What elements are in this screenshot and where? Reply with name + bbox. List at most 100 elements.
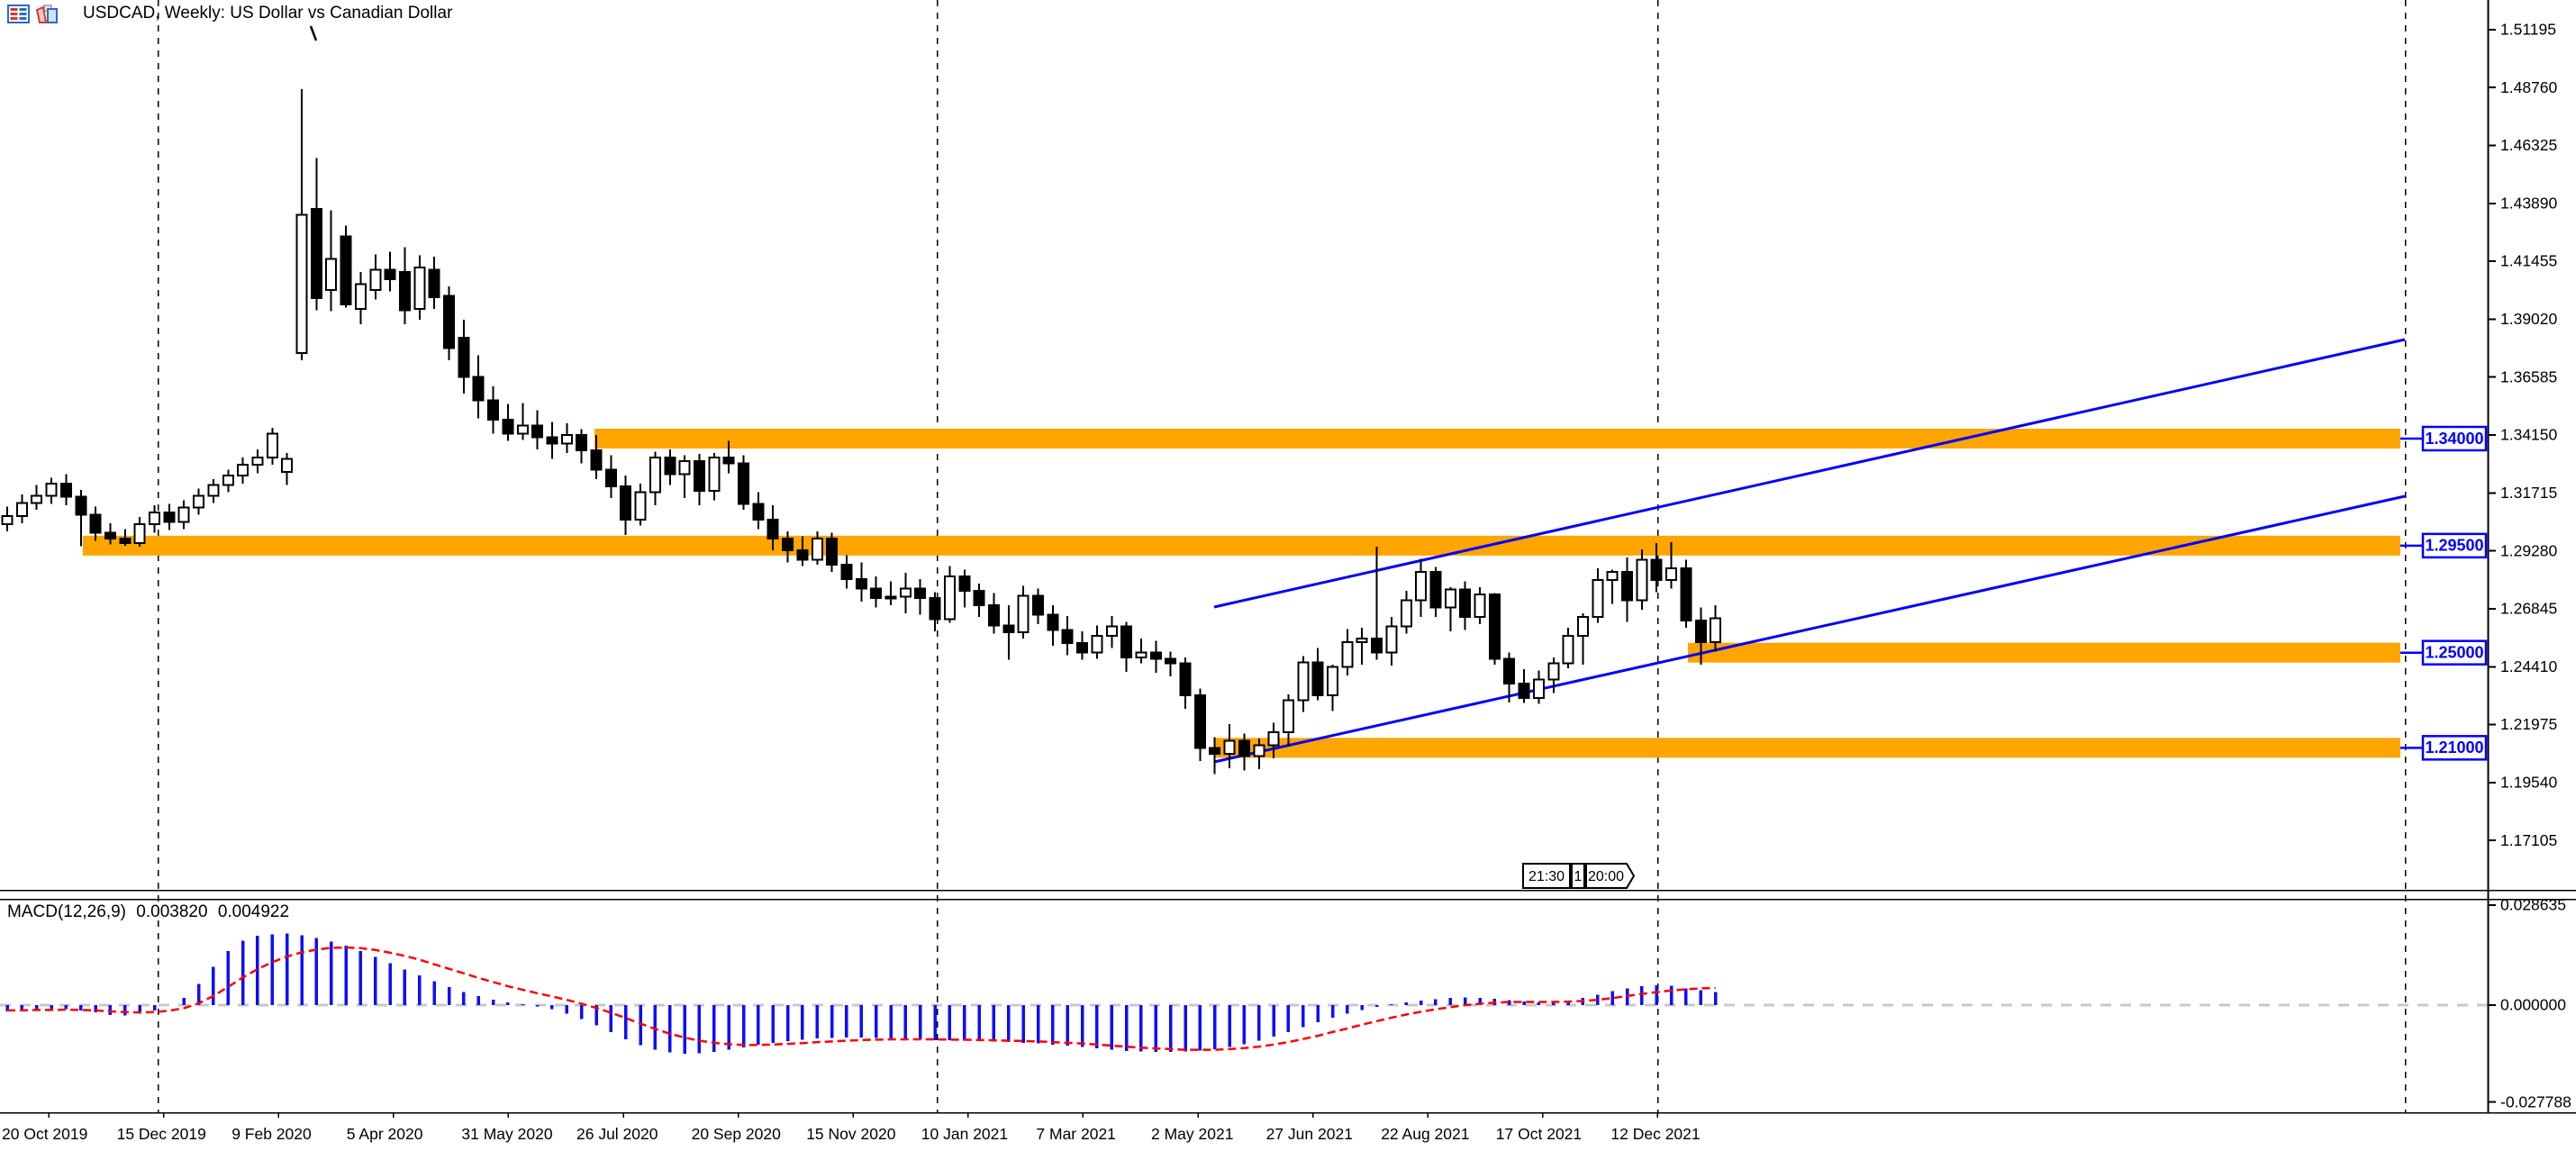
candle <box>1665 566 1678 582</box>
candle <box>295 213 308 354</box>
candle <box>1 514 14 526</box>
price-band-1.21000[interactable] <box>1214 738 2400 758</box>
supply-demand-bands[interactable] <box>83 429 2400 758</box>
candle <box>708 457 721 493</box>
candle <box>75 495 87 516</box>
candle <box>987 603 1000 627</box>
candle <box>1532 678 1545 699</box>
trendline-lower[interactable] <box>1213 494 2406 764</box>
time-axis-label: 27 Jun 2021 <box>1266 1125 1353 1143</box>
candle <box>576 434 588 452</box>
price-band-1.29500[interactable] <box>83 535 2400 556</box>
candle <box>1105 625 1118 638</box>
price-axis-label: 1.41455 <box>2500 252 2557 270</box>
candle <box>1238 739 1250 757</box>
svg-text:21:30: 21:30 <box>1528 869 1565 884</box>
candle <box>119 537 132 545</box>
time-axis-label: 31 May 2020 <box>461 1125 552 1143</box>
candle <box>1032 594 1044 616</box>
candle <box>1223 739 1236 755</box>
session-flag-start <box>1522 863 1571 889</box>
candle <box>1371 637 1383 654</box>
trendline-channel[interactable] <box>1213 338 2406 764</box>
mouse-cursor <box>309 25 318 41</box>
time-axis-label: 7 Mar 2021 <box>1036 1125 1116 1143</box>
time-axis-label: 5 Apr 2020 <box>347 1125 423 1143</box>
candle <box>1356 637 1368 643</box>
candle <box>1710 617 1722 643</box>
candle <box>1267 731 1280 747</box>
candle <box>1503 657 1516 685</box>
candle <box>1547 662 1560 681</box>
candle <box>782 537 794 552</box>
candle <box>546 436 558 445</box>
candle <box>1592 579 1604 619</box>
chart-pages-icon[interactable] <box>36 5 59 23</box>
macd-histogram <box>5 933 1718 1054</box>
macd-axis-label: 0.000000 <box>2500 996 2566 1014</box>
candle <box>1311 661 1324 697</box>
macd-signal-line <box>7 946 1716 1051</box>
candle <box>664 457 676 476</box>
indicator-list-icon[interactable] <box>7 5 30 23</box>
price-level-box[interactable] <box>2421 639 2488 666</box>
candle <box>1576 616 1589 638</box>
candle <box>1621 570 1633 602</box>
price-axis-label: 1.24410 <box>2500 657 2558 675</box>
session-flag-markers: 21:30 1 20:00 <box>1522 863 1636 889</box>
price-axis-label: 1.48760 <box>2500 78 2558 96</box>
candle <box>1149 651 1162 660</box>
time-axis-label: 22 Aug 2021 <box>1381 1125 1469 1143</box>
svg-text:1: 1 <box>1574 869 1583 884</box>
price-level-box[interactable] <box>2421 425 2488 452</box>
candle <box>531 424 544 439</box>
candle <box>1327 666 1338 697</box>
candle <box>693 460 705 493</box>
time-axis-label: 10 Jan 2021 <box>921 1125 1008 1143</box>
candle <box>487 399 500 421</box>
price-band-1.34000[interactable] <box>594 429 2400 449</box>
candle <box>899 587 912 598</box>
candle <box>766 518 779 539</box>
candle <box>1562 635 1574 665</box>
candle <box>738 462 749 505</box>
macd-signal-value: 0.004922 <box>217 902 290 921</box>
macd-axis-label: -0.027788 <box>2500 1092 2571 1110</box>
candle <box>222 474 234 486</box>
macd-name: MACD(12,26,9) <box>7 902 126 921</box>
candle <box>560 434 573 445</box>
time-axis-label: 15 Dec 2019 <box>117 1125 206 1143</box>
time-axis: 20 Oct 2019 15 Dec 2019 9 Feb 2020 5 Apr 20… <box>2 1112 1701 1143</box>
candle <box>15 502 28 517</box>
candle <box>193 494 205 509</box>
price-level-value: 1.25000 <box>2425 643 2483 661</box>
candle <box>281 458 294 473</box>
candle <box>1341 640 1354 668</box>
candle <box>384 268 396 281</box>
price-band-1.25000[interactable] <box>1688 642 2400 663</box>
candle <box>458 336 470 378</box>
candle <box>752 503 765 521</box>
candle <box>266 432 278 459</box>
candle <box>502 418 514 435</box>
price-level-box[interactable] <box>2421 735 2488 761</box>
candle <box>1209 747 1221 755</box>
horizontal-level-labels[interactable]: 1.34000 1.29500 1.25000 1.21000 <box>2400 425 2488 761</box>
candle <box>1017 594 1029 634</box>
candle <box>310 208 322 300</box>
price-level-box[interactable] <box>2421 532 2488 559</box>
candle <box>1385 625 1398 654</box>
candle <box>1400 599 1412 628</box>
time-axis-label: 26 Jul 2020 <box>576 1125 658 1143</box>
candle <box>855 577 867 590</box>
candle <box>1253 744 1265 757</box>
candle <box>870 587 883 599</box>
price-axis: 1.51195 1.48760 1.46325 1.43890 1.41455 1.390… <box>2487 0 2571 1112</box>
price-axis-label: 1.34150 <box>2500 426 2558 444</box>
trendline-upper[interactable] <box>1213 338 2406 609</box>
candle <box>177 506 190 523</box>
candle <box>1474 593 1486 619</box>
price-level-value: 1.21000 <box>2425 739 2483 757</box>
price-axis-label: 1.31715 <box>2500 484 2557 502</box>
